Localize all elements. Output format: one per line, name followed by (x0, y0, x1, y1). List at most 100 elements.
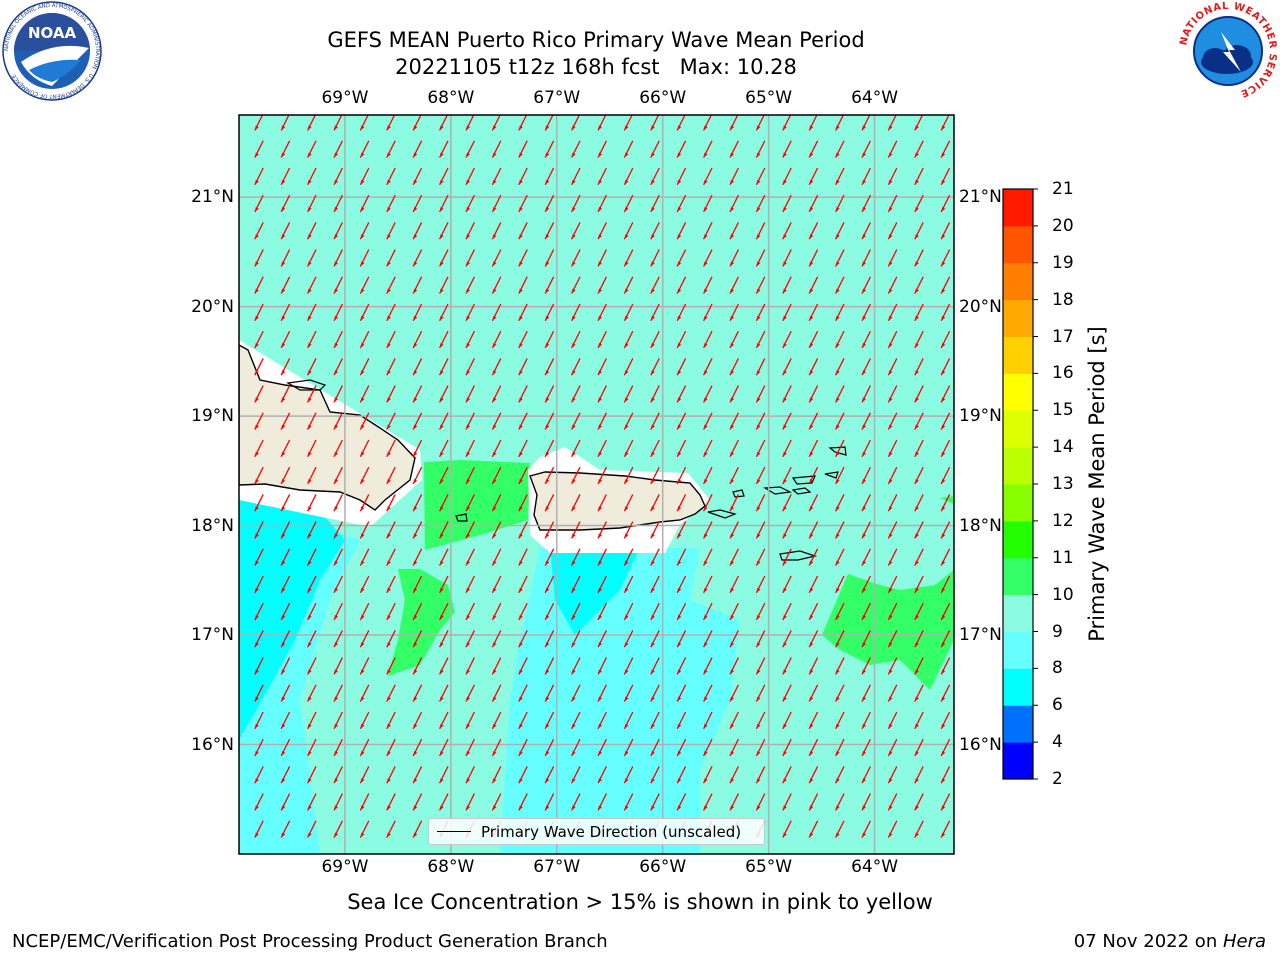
wave-arrow (729, 276, 739, 294)
wave-arrow (359, 548, 370, 566)
wave-arrow (703, 657, 713, 675)
wave-arrow (914, 249, 924, 267)
footer-date-text: 07 Nov 2022 on (1073, 931, 1223, 952)
wave-arrow (254, 330, 264, 349)
wave-arrow (808, 575, 819, 594)
wave-arrow (518, 466, 528, 485)
wave-arrow (491, 793, 502, 811)
wave-arrow (782, 412, 792, 430)
wave-arrow (808, 521, 819, 539)
wave-arrow (676, 330, 687, 349)
wave-arrow (544, 494, 555, 512)
colorbar-tick-label: 18 (1052, 289, 1074, 310)
wave-arrow (782, 738, 792, 757)
wave-arrow (439, 711, 449, 730)
wave-arrow (887, 303, 898, 322)
wave-arrow (808, 738, 819, 757)
wave-arrow (835, 684, 845, 702)
wave-arrow (914, 738, 924, 757)
wave-arrow (914, 684, 924, 702)
wave-arrow (703, 494, 713, 512)
wave-arrow (307, 115, 317, 131)
wave-arrow (544, 630, 555, 648)
wave-arrow (940, 793, 951, 811)
wave-arrow (439, 738, 449, 757)
wave-arrow (544, 167, 555, 186)
wave-arrow (782, 439, 792, 458)
wave-arrow (439, 167, 449, 186)
wave-arrow (412, 330, 423, 349)
wave-arrow (623, 194, 634, 213)
wave-arrow (623, 630, 634, 648)
wave-arrow (359, 630, 370, 648)
wave-arrow (623, 167, 634, 186)
wave-arrow (518, 602, 528, 621)
wave-arrow (623, 766, 634, 784)
wave-arrow (940, 657, 951, 675)
wave-arrow (755, 575, 766, 594)
wave-arrow (412, 548, 423, 566)
wave-arrow (835, 766, 845, 784)
wave-arrow (887, 521, 898, 539)
wave-arrow (307, 466, 317, 485)
wave-arrow (650, 276, 660, 294)
wave-arrow (782, 630, 792, 648)
wave-arrow (703, 793, 713, 811)
wave-arrow (307, 439, 317, 458)
wave-arrow (940, 711, 951, 730)
wave-arrow (940, 276, 951, 294)
wave-arrow (439, 222, 449, 240)
wave-arrow (808, 820, 819, 838)
wave-arrow (755, 657, 766, 675)
wave-arrow (465, 222, 475, 240)
colorbar-tick-label: 17 (1052, 326, 1074, 347)
wave-arrow (782, 521, 792, 539)
wave-arrow (861, 412, 871, 430)
wave-arrow (491, 766, 502, 784)
wave-arrow (650, 494, 660, 512)
wave-arrow (518, 249, 528, 267)
wave-arrow (676, 575, 687, 594)
wave-arrow (940, 548, 951, 566)
wave-arrow (703, 711, 713, 730)
wave-arrow (650, 548, 660, 566)
wave-arrow (861, 439, 871, 458)
wave-arrow (571, 439, 581, 458)
wave-arrow (465, 167, 475, 186)
wave-arrow (650, 249, 660, 267)
wave-arrow (729, 115, 739, 131)
wave-arrow (307, 276, 317, 294)
wave-arrow (254, 358, 264, 376)
wave-arrow (333, 738, 343, 757)
wave-arrow (518, 303, 528, 322)
wave-arrow (465, 249, 475, 267)
wave-arrow (676, 115, 686, 131)
wave-arrow (359, 766, 370, 784)
noaa-logo-text: NOAA (28, 24, 77, 42)
wave-arrow (359, 711, 370, 730)
wave-arrow (729, 303, 739, 322)
wave-arrow (280, 602, 291, 621)
wave-arrow (386, 276, 396, 294)
wave-arrow (914, 766, 924, 784)
wave-arrow (597, 303, 607, 322)
wave-arrow (544, 358, 555, 376)
wave-arrow (835, 140, 845, 158)
wave-arrow (861, 548, 871, 566)
wave-arrow (597, 494, 607, 512)
wave-arrow (782, 358, 792, 376)
wave-arrow (940, 766, 951, 784)
wave-arrow (571, 494, 581, 512)
wave-arrow (623, 602, 634, 621)
wave-arrow (782, 494, 792, 512)
wave-arrow (518, 711, 528, 730)
wave-arrow (280, 167, 291, 186)
wave-arrow (676, 766, 687, 784)
wave-arrow (808, 766, 819, 784)
wave-arrow (386, 167, 396, 186)
wave-arrow (940, 194, 951, 213)
wave-arrow (412, 602, 423, 621)
wave-arrow (518, 412, 528, 430)
wave-arrow (491, 548, 502, 566)
